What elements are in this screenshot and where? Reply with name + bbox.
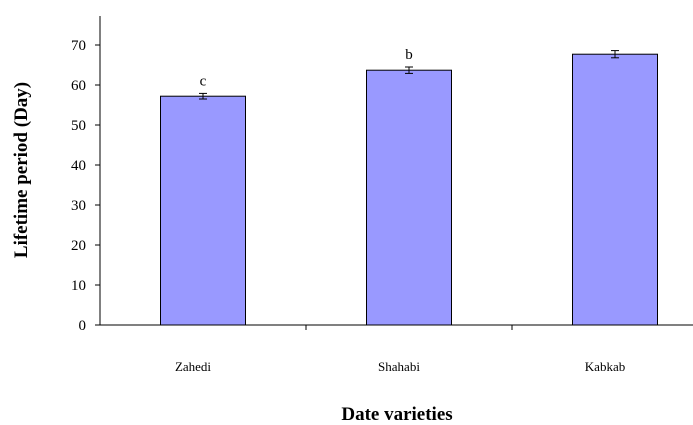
axes (99, 16, 693, 326)
y-tick-label: 10 (71, 278, 86, 294)
y-tick-label: 0 (79, 318, 87, 334)
y-axis-ticks: 0 10 20 30 40 50 60 70 (71, 38, 100, 334)
y-tick-label: 40 (71, 158, 86, 174)
y-axis-title: Lifetime period (Day) (11, 82, 32, 258)
significance-label: b (405, 47, 413, 63)
y-tick-label: 20 (71, 238, 86, 254)
bars: cb (160, 47, 658, 326)
y-tick-label: 60 (71, 78, 86, 94)
x-category-label: Shahabi (378, 359, 420, 374)
bar-kabkab (572, 53, 658, 326)
y-tick-label: 50 (71, 118, 86, 134)
bar-shahabi (366, 69, 452, 326)
y-tick-label: 30 (71, 198, 86, 214)
y-tick-label: 70 (71, 38, 86, 54)
bar-zahedi (160, 95, 246, 326)
significance-label: c (200, 73, 207, 89)
x-axis-title: Date varieties (341, 404, 452, 425)
x-category-label: Zahedi (175, 359, 211, 374)
x-category-label: Kabkab (585, 359, 625, 374)
x-axis-labels: Zahedi Shahabi Kabkab (175, 325, 625, 374)
